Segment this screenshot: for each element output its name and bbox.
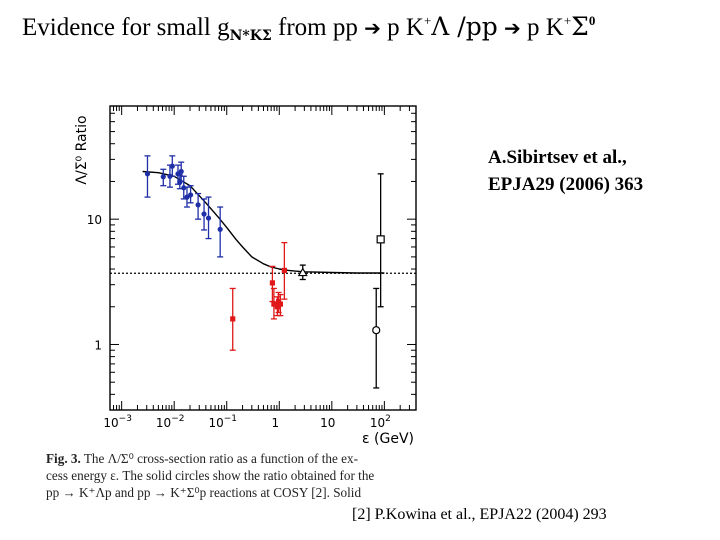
open-square-marker: [376, 235, 385, 244]
data-point: [169, 155, 176, 177]
data-point: [217, 206, 224, 258]
caption-line-3: pp → K⁺Λp and pp → K⁺Σ⁰p reactions at CO…: [46, 485, 362, 500]
square-marker: [230, 316, 236, 322]
circle-marker: [187, 192, 194, 198]
caption-line-2: cess energy ε. The solid circles show th…: [46, 468, 375, 483]
data-points: [144, 155, 385, 389]
title-prefix: Evidence for small g: [22, 14, 230, 41]
x-tick-exponent: −1: [224, 414, 237, 424]
circle-marker: [217, 226, 223, 232]
title-subscript: N*KΣ: [229, 28, 272, 44]
model-curve: [142, 170, 385, 274]
model-curve-line: [142, 170, 385, 274]
data-point: [229, 287, 236, 351]
circle-marker: [181, 185, 187, 191]
data-point: [183, 186, 190, 208]
data-point: [187, 185, 194, 204]
reference-block: A.Sibirtsev et al., EPJA29 (2006) 363: [488, 144, 643, 198]
data-point: [160, 168, 167, 187]
slide-title: Evidence for small gN*KΣ from pp ➔ p K+Λ…: [22, 12, 595, 44]
arrow-right-icon: ➔: [364, 16, 381, 40]
y-tick-label: 1: [94, 338, 102, 352]
square-marker: [274, 304, 280, 310]
data-point: [178, 161, 185, 183]
data-point: [195, 192, 202, 220]
x-axis-label: ε (GeV): [362, 431, 414, 447]
data-point: [201, 198, 208, 231]
x-tick-exponent: 2: [385, 414, 391, 424]
title-zero: 0: [588, 13, 596, 28]
circle-marker: [178, 168, 184, 175]
data-point: [376, 173, 385, 308]
circle-marker: [169, 163, 175, 169]
caption-line-1: The Λ/Σ⁰ cross-section ratio as a functi…: [83, 451, 358, 466]
circle-marker: [144, 171, 151, 177]
circle-marker: [195, 202, 201, 208]
triangle-marker: [297, 267, 308, 277]
footer-reference: [2] P.Kowina et al., EPJA22 (2004) 293: [352, 506, 607, 523]
title-from: from pp: [278, 14, 358, 41]
y-tick-label: 10: [87, 213, 102, 227]
x-tick-label: 10: [320, 416, 335, 430]
data-point: [297, 264, 308, 281]
x-tick-label: 1: [271, 416, 279, 430]
circle-marker: [205, 215, 212, 221]
square-marker: [277, 301, 283, 307]
data-point: [205, 196, 212, 240]
title-final-b: p K: [527, 14, 564, 41]
title-plus-b: +: [563, 13, 572, 28]
title-final-a: p K: [387, 14, 424, 41]
square-marker: [281, 267, 287, 274]
circle-marker: [201, 211, 207, 217]
x-tick-label: 10−1: [208, 414, 237, 430]
data-point: [277, 293, 284, 317]
title-lambda: Λ /pp: [431, 12, 498, 41]
axis-labels: 10−3 10−2 10−1 1 10 102 1 10 ε (GeV) Λ/Σ⁰ Ratio: [74, 115, 414, 447]
arrow-right-icon-2: ➔: [503, 16, 521, 40]
title-sigma: Σ: [571, 12, 589, 41]
figure-caption: Fig. 3. The Λ/Σ⁰ cross-section ratio as …: [46, 450, 438, 501]
x-tick-label: 10−2: [156, 414, 185, 430]
circle-marker: [160, 174, 166, 180]
open-circle-marker: [372, 326, 381, 335]
square-marker: [271, 301, 277, 307]
reference-line-1: A.Sibirtsev et al.,: [488, 147, 627, 168]
x-tick-label: 10−3: [103, 414, 132, 430]
data-point: [144, 155, 151, 198]
x-tick-exponent: −2: [171, 414, 184, 424]
y-axis-label: Λ/Σ⁰ Ratio: [74, 115, 90, 184]
square-marker: [269, 280, 276, 286]
plot-frame: [109, 105, 417, 411]
data-point: [281, 241, 288, 300]
x-tick-exponent: −3: [119, 414, 132, 424]
data-point: [372, 287, 381, 389]
reference-line-2: EPJA29 (2006) 363: [488, 174, 644, 195]
data-point: [270, 287, 277, 320]
title-plus-a: +: [423, 13, 432, 28]
caption-label: Fig. 3.: [46, 451, 81, 466]
x-tick-label: 102: [370, 414, 391, 430]
plot-axes: [109, 105, 417, 411]
